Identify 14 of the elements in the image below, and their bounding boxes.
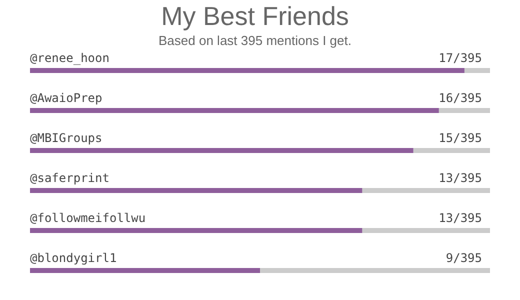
data-label: 16/395	[438, 91, 482, 105]
data-label: 13/395	[438, 211, 482, 225]
data-label: 9/395	[446, 251, 482, 265]
y-tick-label: @AwaioPrep	[30, 91, 102, 105]
y-tick-label: @renee_hoon	[30, 51, 110, 65]
data-label: 15/395	[438, 131, 482, 145]
y-tick-label: @blondygirl1	[30, 251, 117, 265]
chart-subtitle: Based on last 395 mentions I get.	[158, 33, 352, 48]
y-tick-label: @saferprint	[30, 171, 110, 185]
y-tick-label: @followmeifollwu	[30, 211, 146, 225]
y-tick-label: @MBIGroups	[30, 131, 102, 145]
data-label: 17/395	[438, 51, 482, 65]
chart-title: My Best Friends	[161, 1, 349, 31]
data-label: 13/395	[438, 171, 482, 185]
